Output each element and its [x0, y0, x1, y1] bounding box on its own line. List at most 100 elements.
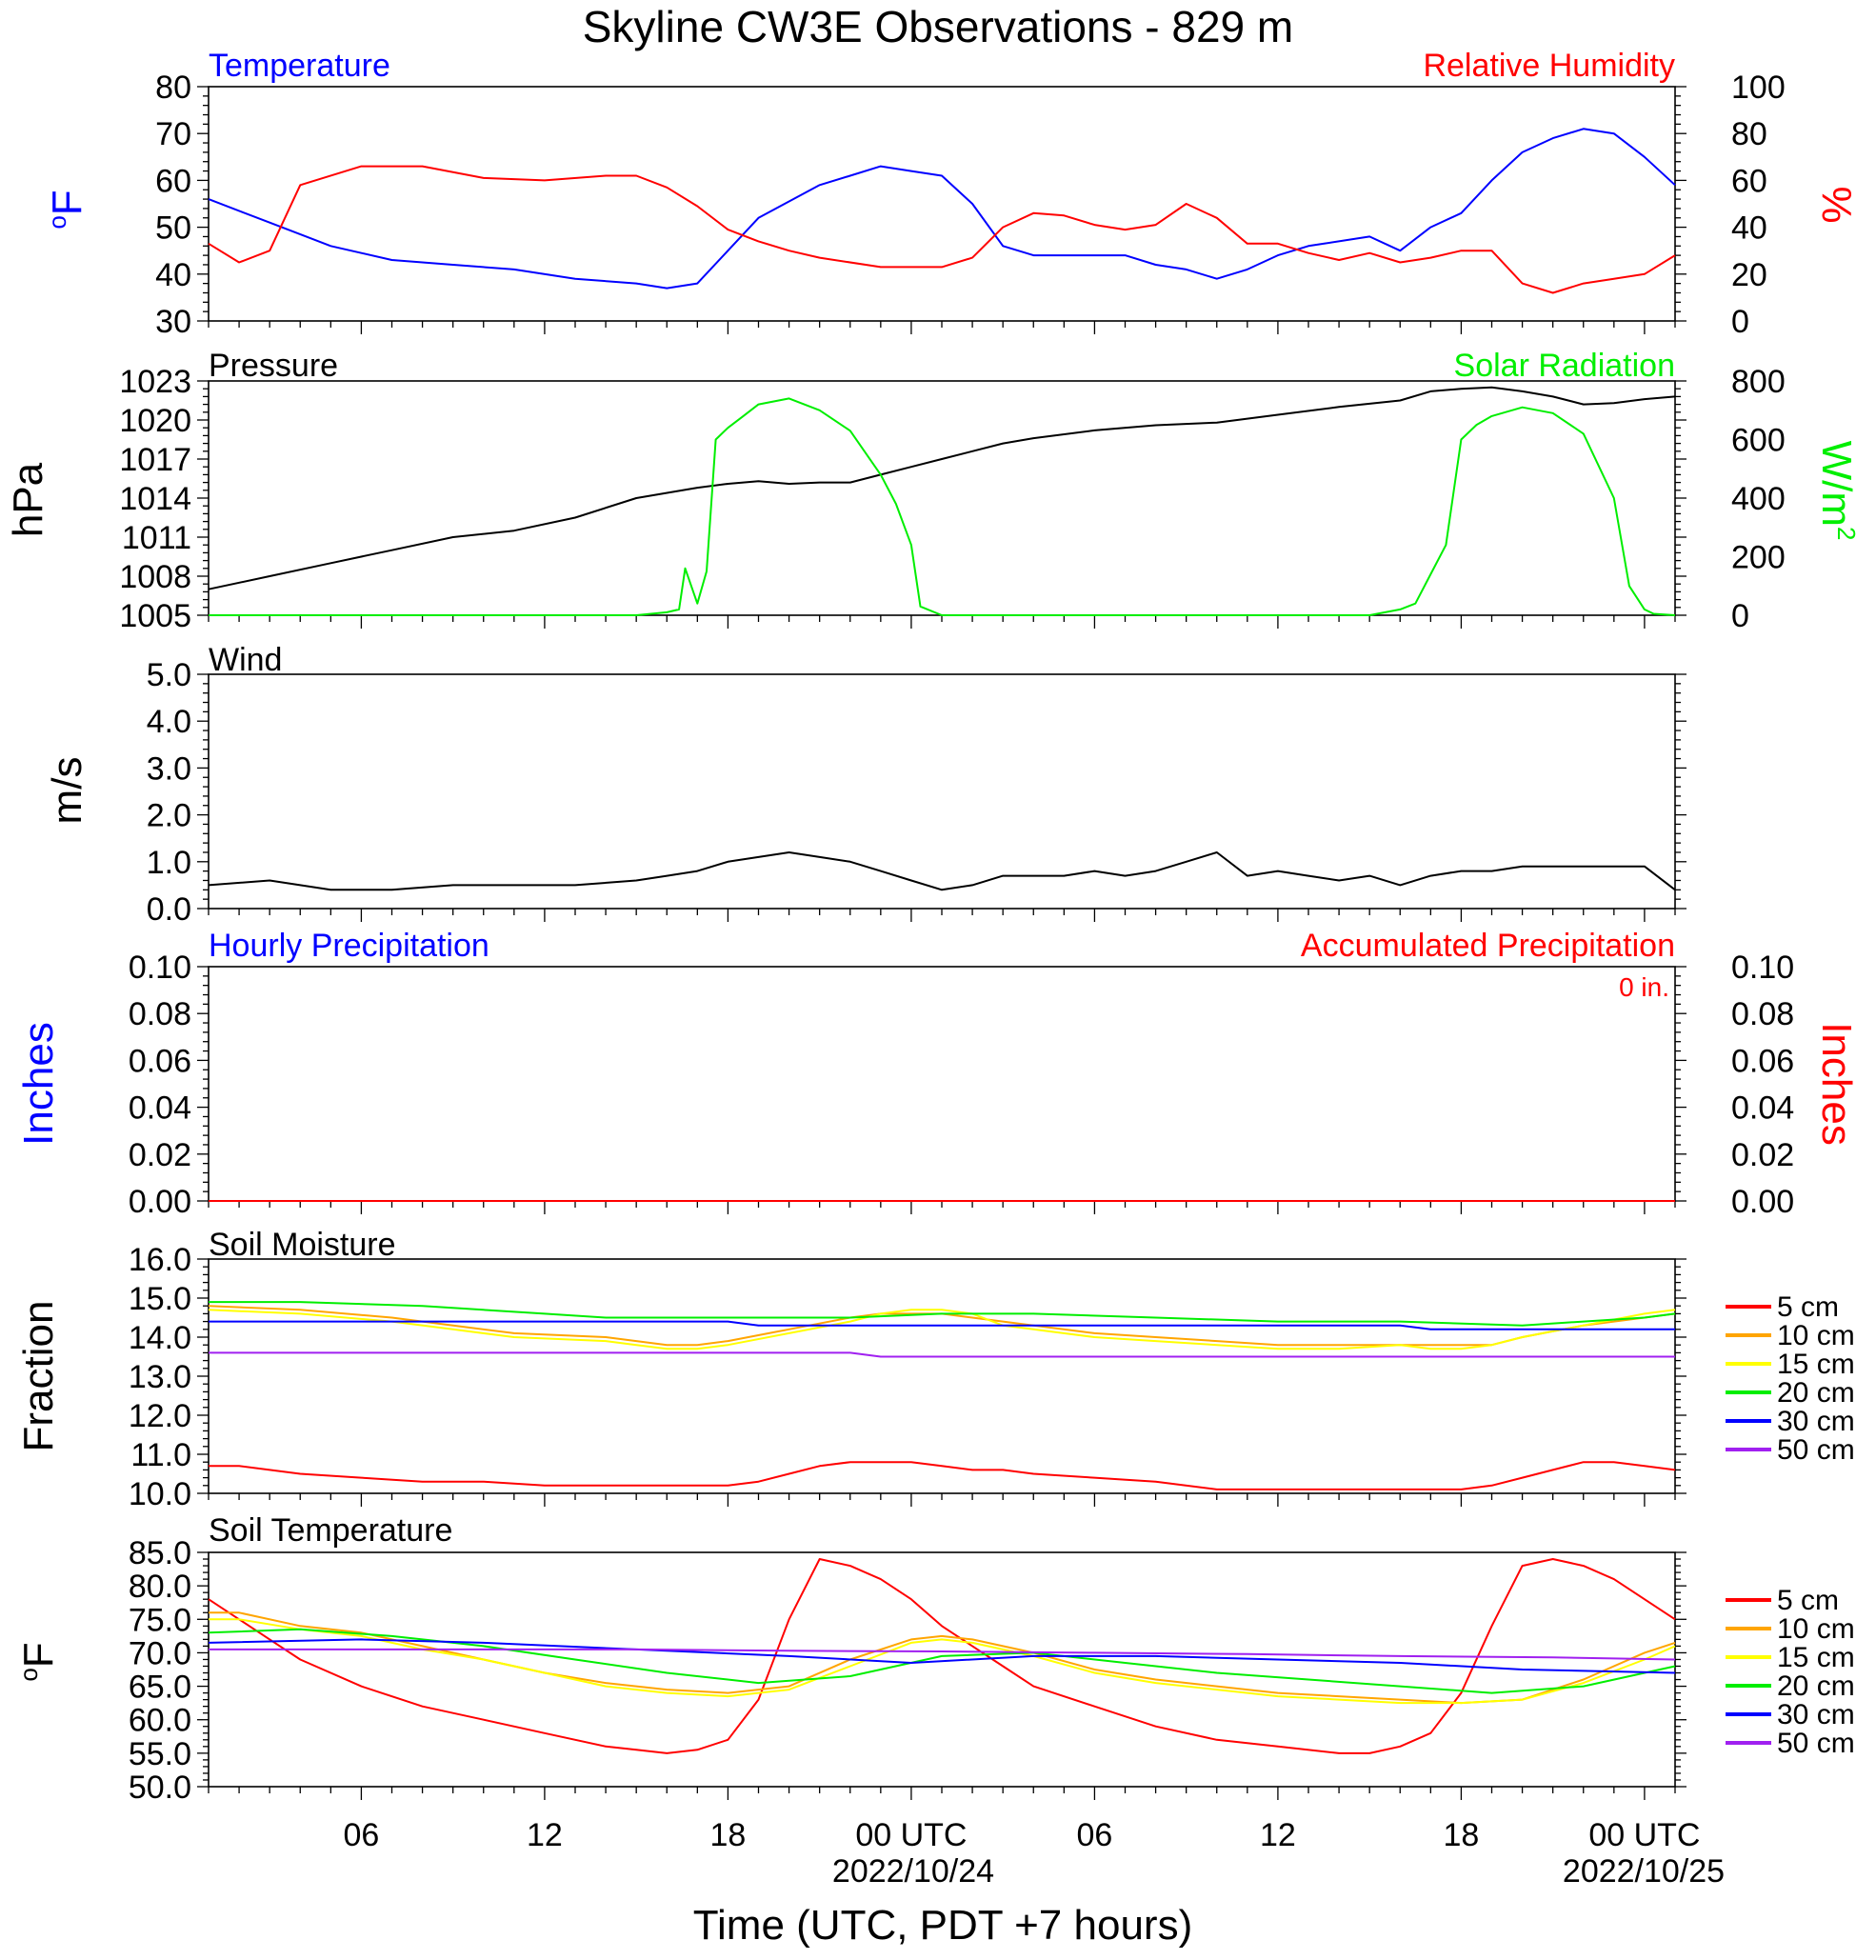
y-tick-label: 70 [155, 116, 191, 152]
series-relative-humidity [208, 165, 1676, 294]
y-tick-label: 12.0 [129, 1398, 191, 1434]
y-tick-label: 75.0 [129, 1602, 191, 1638]
wind-title: Wind [209, 642, 282, 678]
hourly-precip-axis-title: Inches [15, 1022, 62, 1146]
temperature-axis-title: oF [43, 190, 90, 229]
y-tick-label: 0.04 [129, 1090, 191, 1127]
pressure-title: Pressure [209, 348, 338, 384]
series-wind [208, 851, 1676, 891]
humidity-title: Relative Humidity [1423, 48, 1675, 84]
series-10-cm [209, 1611, 1676, 1705]
legend-label: 50 cm [1777, 1434, 1855, 1466]
panel-soil-moisture: Soil Moisture Fraction [15, 1227, 1676, 1494]
temperature-title: Temperature [209, 48, 390, 84]
y2-tick-label: 0.10 [1731, 950, 1794, 986]
accum-precip-axis-title: Inches [1813, 1022, 1860, 1146]
y-tick-label: 0.10 [129, 950, 191, 986]
accum-precip-title: Accumulated Precipitation [1301, 928, 1675, 964]
x-tick-label: 00 UTC [855, 1817, 967, 1853]
x-axis-title: Time (UTC, PDT +7 hours) [693, 1902, 1192, 1949]
x-tick-label: 18 [1444, 1817, 1480, 1853]
y-tick-label: 2.0 [147, 798, 191, 834]
y-tick-label: 40 [155, 257, 191, 293]
x-date-2: 2022/10/25 [1563, 1853, 1725, 1890]
y-tick-label: 1.0 [147, 845, 191, 881]
y2-tick-label: 0.06 [1731, 1043, 1794, 1079]
y-tick-label: 11.0 [130, 1437, 191, 1473]
panel-soil-temperature: Soil Temperature oF [14, 1512, 1676, 1788]
y2-tick-label: 40 [1731, 210, 1767, 247]
soil-temperature-plot-frame [208, 1551, 1676, 1788]
temperature-unit: F [44, 190, 90, 215]
panel-precipitation: Hourly Precipitation Accumulated Precipi… [15, 928, 1860, 1202]
series-50-cm [209, 1648, 1676, 1661]
solar-title: Solar Radiation [1454, 348, 1675, 384]
y2-tick-label: 20 [1731, 257, 1767, 293]
y-tick-label: 60.0 [129, 1703, 191, 1739]
y-tick-label: 0.06 [129, 1043, 191, 1079]
legend-label: 50 cm [1777, 1728, 1855, 1759]
y-tick-label: 1017 [119, 442, 191, 478]
x-tick-label: 06 [344, 1817, 380, 1853]
pressure-plot-frame [208, 380, 1676, 616]
legend-label: 5 cm [1777, 1291, 1839, 1323]
y2-tick-label: 60 [1731, 163, 1767, 199]
y2-tick-label: 400 [1731, 481, 1786, 517]
series-pressure [208, 386, 1676, 590]
x-tick-label: 06 [1077, 1817, 1113, 1853]
y-tick-label: 13.0 [129, 1359, 191, 1395]
legend-label: 30 cm [1777, 1699, 1855, 1730]
soil-moisture-plot-frame [208, 1258, 1676, 1494]
y-tick-label: 1011 [122, 520, 191, 556]
y-tick-label: 14.0 [129, 1320, 191, 1356]
y-tick-label: 10.0 [129, 1476, 191, 1512]
series-15-cm [209, 1618, 1676, 1705]
soil-temperature-unit: F [15, 1642, 62, 1668]
series-5-cm [209, 1461, 1676, 1490]
x-tick-label: 18 [710, 1817, 747, 1853]
y2-tick-label: 200 [1731, 540, 1786, 576]
legend-label: 20 cm [1777, 1670, 1855, 1702]
y-tick-label: 85.0 [129, 1535, 191, 1571]
y2-tick-label: 0.04 [1731, 1090, 1794, 1127]
panel-pressure-solar: Pressure Solar Radiation hPa W/m2 [5, 348, 1861, 616]
y2-tick-label: 0.02 [1731, 1137, 1794, 1173]
degree-marker: o [43, 215, 71, 229]
soil-temperature-title: Soil Temperature [209, 1512, 452, 1549]
y2-tick-label: 800 [1731, 364, 1786, 400]
y2-tick-label: 0.08 [1731, 996, 1794, 1032]
soil-moisture-axis-title: Fraction [15, 1301, 62, 1452]
y-tick-label: 0.08 [129, 996, 191, 1032]
panel-wind: Wind m/s [44, 642, 1676, 910]
series-5-cm [208, 1558, 1676, 1754]
x-tick-label: 12 [527, 1817, 563, 1853]
y2-tick-label: 600 [1731, 423, 1786, 459]
legend-label: 5 cm [1777, 1585, 1839, 1616]
legend-label: 10 cm [1777, 1320, 1855, 1351]
soil-temperature-axis-title: oF [14, 1642, 62, 1681]
solar-axis-title: W/m2 [1813, 441, 1861, 541]
y-tick-label: 80.0 [129, 1569, 191, 1605]
series-temperature [208, 128, 1676, 290]
hourly-precip-title: Hourly Precipitation [209, 928, 489, 964]
y-tick-label: 50 [155, 210, 191, 247]
y-tick-label: 15.0 [129, 1281, 191, 1317]
y-tick-label: 60 [155, 163, 191, 199]
y2-tick-label: 100 [1731, 70, 1786, 106]
squared-marker: 2 [1832, 527, 1861, 540]
y-tick-label: 0.0 [147, 891, 191, 928]
series-20-cm [209, 1301, 1676, 1327]
humidity-axis-title: % [1813, 186, 1860, 223]
y2-tick-label: 0 [1731, 304, 1749, 340]
legend-label: 15 cm [1777, 1642, 1855, 1673]
y-tick-label: 1005 [119, 598, 191, 634]
x-tick-label: 00 UTC [1588, 1817, 1700, 1853]
y-tick-label: 1008 [119, 559, 191, 595]
series-10-cm [208, 1305, 1676, 1347]
series-30-cm [209, 1320, 1675, 1330]
series-30-cm [208, 1638, 1676, 1674]
y-tick-label: 1014 [119, 481, 191, 517]
wind-plot-frame [208, 673, 1676, 910]
degree-marker: o [14, 1668, 43, 1681]
